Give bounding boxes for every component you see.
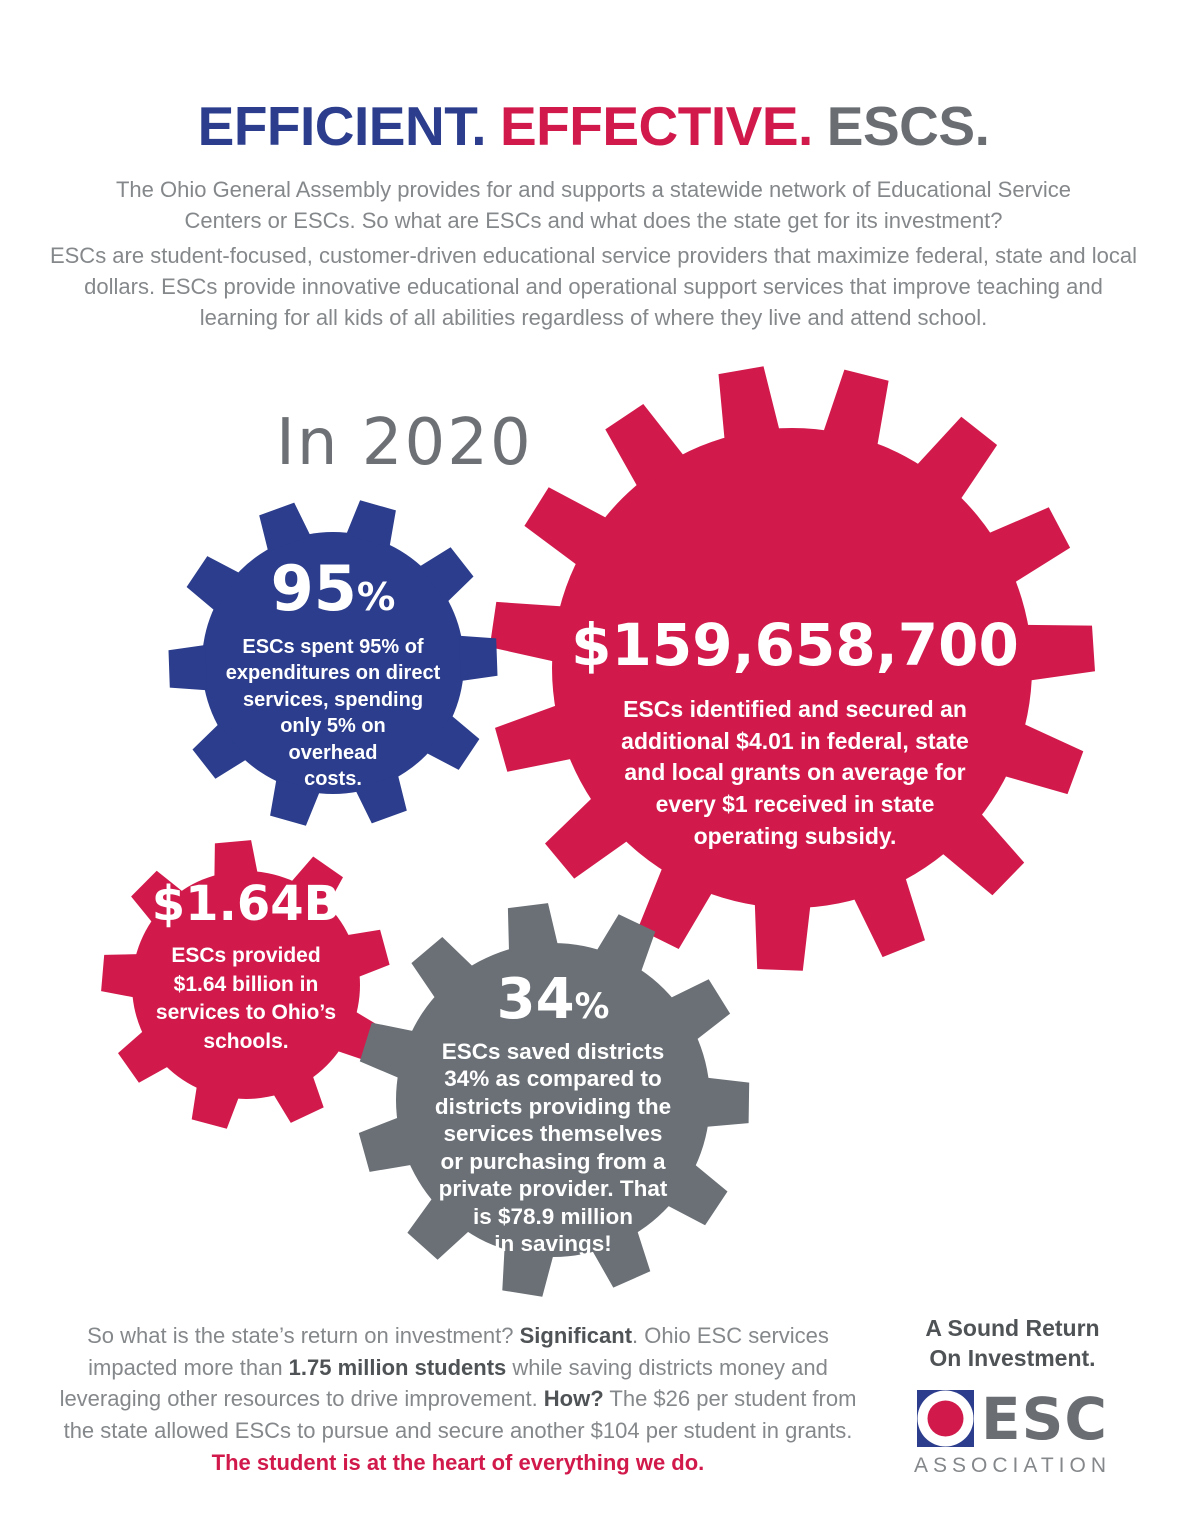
gear-big-red [485,361,1099,975]
stat-grants-value: $159,658,700 [571,611,1019,679]
emphasis-how: How? [543,1386,604,1412]
stat-blue-95-percent: 95% ESCs spent 95% of expenditures on di… [183,558,483,792]
brand-block: A Sound Return On Investment. ESC ASSOCI… [880,1314,1145,1478]
stat-savings-percent: 34% ESCs saved districts 34% as compared… [383,972,723,1258]
emphasis-student-heart: The student is at the heart of everythin… [211,1449,705,1475]
stat-savings-value: 34% [496,967,610,1032]
esc-logo-mark-icon [917,1390,975,1448]
page-title: EFFICIENT. EFFECTIVE. ESCS. [0,94,1187,158]
title-word-escs: ESCS. [826,95,990,157]
intro-paragraph-2: ESCs are student-focused, customer-drive… [49,243,1138,331]
stat-savings-description: ESCs saved districts 34% as compared to … [434,1039,672,1257]
brand-tagline: A Sound Return On Investment. [925,1315,1100,1371]
brand-name: ESC [981,1384,1108,1453]
brand-subname: ASSOCIATION [914,1453,1111,1477]
emphasis-students: 1.75 million students [288,1354,507,1380]
intro-paragraph-1: The Ohio General Assembly provides for a… [115,177,1072,234]
year-heading: In 2020 [276,406,533,480]
stat-grants-description: ESCs identified and secured an additiona… [621,696,969,849]
stat-services-value: $1.64B ESCs provided $1.64 billion in se… [116,880,376,1056]
esc-association-logo: ESC [880,1390,1145,1448]
conclusion-paragraph: So what is the state’s return on investm… [59,1323,857,1475]
gear-gray [352,899,754,1301]
title-word-effective: EFFECTIVE. [499,95,813,157]
stat-blue-description: ESCs spent 95% of expenditures on direct… [225,636,441,790]
gear-small-red [97,836,395,1134]
stat-services-amount: $1.64B [151,876,341,932]
gear-blue [164,494,502,832]
title-word-efficient: EFFICIENT. [197,95,487,157]
stat-blue-value: 95% [270,552,396,625]
stat-grants-secured: $159,658,700 ESCs identified and secured… [555,616,1035,853]
stat-services-description: ESCs provided $1.64 billion in services … [155,944,337,1053]
emphasis-significant: Significant [519,1323,633,1348]
